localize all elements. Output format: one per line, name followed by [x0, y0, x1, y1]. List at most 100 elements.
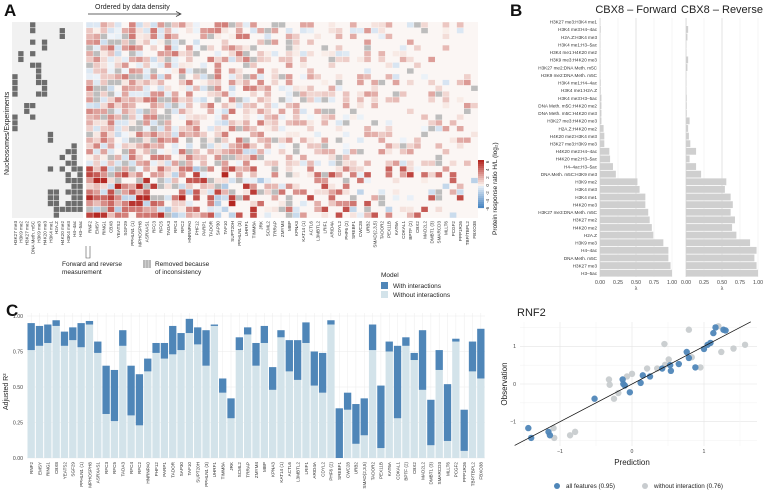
heatmap-cell [214, 108, 222, 114]
heatmap-cell [250, 108, 257, 114]
scatter-point [643, 365, 651, 372]
heatmap-cell [300, 85, 307, 91]
heatmap-cell [186, 166, 193, 172]
bar-without-interactions [102, 413, 110, 458]
heatmap-cell [335, 120, 343, 126]
heatmap-cell [157, 200, 165, 207]
row-label: H3–5ac [581, 271, 598, 276]
heatmap-cell [121, 97, 129, 103]
indicator-cell [53, 206, 60, 212]
heatmap-cell [86, 39, 93, 45]
heatmap-cell [300, 51, 307, 57]
bar-without-interactions [302, 342, 310, 458]
indicator-cell [71, 201, 77, 207]
heatmap-cell [200, 160, 207, 166]
colorbar-segment [478, 164, 484, 167]
bar-without-interactions [293, 379, 302, 458]
y-tick-label: 1 [513, 344, 516, 350]
heatmap-cell [136, 114, 143, 120]
heatmap-cell [86, 195, 93, 201]
scatter-point [667, 367, 675, 375]
heatmap-cell [214, 22, 222, 28]
row-label: H4–4ac [581, 248, 598, 253]
row-label: H3K27 me2 [573, 218, 598, 223]
heatmap-cell [292, 206, 300, 212]
heatmap-cell [392, 51, 400, 57]
heatmap-cell [307, 91, 314, 97]
indicator-cell [12, 74, 18, 80]
heatmap-cell [214, 131, 222, 138]
mark-label: H4–4ac [72, 220, 77, 237]
heatmap-cell [428, 120, 435, 126]
indicator-cell [41, 85, 48, 91]
heatmap-cell [150, 212, 158, 218]
heatmap-cell [378, 33, 386, 40]
heatmap-cell [114, 51, 122, 57]
heatmap-cell [243, 85, 250, 91]
x-tick-label: YEATS2 [62, 462, 67, 480]
heatmap-cell [129, 51, 136, 57]
heatmap-column-label: PHF12 [194, 221, 199, 236]
x-tick-label: ACTL6 [287, 462, 292, 477]
heatmap-cell [235, 172, 243, 178]
heatmap-cell [178, 62, 186, 68]
heatmap-cell [178, 51, 186, 57]
heatmap-cell [150, 22, 158, 28]
heatmap-cell [314, 160, 321, 166]
heatmap-cell [86, 154, 93, 161]
heatmap-cell [342, 91, 350, 97]
heatmap-cell [136, 195, 143, 201]
heatmap-cell [300, 62, 307, 68]
indicator-cell [30, 62, 36, 68]
heatmap-cell [456, 137, 464, 143]
heatmap-cell [449, 189, 457, 195]
heatmap-cell [214, 56, 222, 63]
heatmap-cell [214, 195, 222, 201]
heatmap-cell [278, 114, 286, 120]
heatmap-cell [349, 195, 357, 201]
heatmap-cell [100, 114, 108, 120]
heatmap-cell [93, 149, 101, 155]
heatmap-cell [392, 177, 400, 184]
heatmap-cell [193, 206, 200, 212]
bar-with-interactions [293, 340, 302, 380]
heatmap-cell [221, 28, 229, 34]
bar-with-interactions [77, 323, 85, 348]
heatmap-cell [164, 195, 172, 201]
heatmap-cell [121, 39, 129, 45]
bar-with-interactions [244, 327, 252, 335]
heatmap-cell [136, 39, 143, 45]
heatmap-cell [335, 79, 343, 86]
x-tick-label: SREBF1 [337, 462, 342, 480]
heatmap-cell [378, 51, 386, 57]
bar-with-interactions [460, 409, 468, 451]
heatmap-cell [235, 28, 243, 34]
bar-with-interactions [160, 342, 169, 359]
heatmap-cell [150, 68, 158, 74]
heatmap-cell [150, 74, 158, 80]
bar-with-interactions [310, 351, 318, 386]
heatmap-cell [214, 62, 222, 68]
heatmap-column-label: EMSY [94, 221, 99, 234]
heatmap-cell [193, 149, 200, 155]
heatmap-cell [121, 62, 129, 68]
heatmap-cell [364, 51, 371, 57]
heatmap-cell [335, 28, 343, 34]
bar-with-interactions [435, 350, 443, 370]
heatmap-cell [114, 154, 122, 161]
heatmap-cell [357, 91, 364, 97]
row-label: H3K4 me1:H3–5ac [558, 42, 598, 47]
heatmap-cell [107, 200, 115, 207]
heatmap-cell [221, 189, 229, 195]
x-tick-label: MLLT6 [445, 462, 450, 476]
heatmap-cell [207, 143, 215, 149]
heatmap-cell [307, 114, 314, 120]
heatmap-cell [178, 79, 186, 86]
heatmap-cell [399, 137, 407, 143]
row-label: H4K20 me3 [573, 202, 598, 207]
heatmap-cell [157, 39, 165, 45]
heatmap-cell [121, 206, 129, 212]
heatmap-cell [357, 177, 364, 184]
bar-without-interactions [477, 378, 485, 458]
